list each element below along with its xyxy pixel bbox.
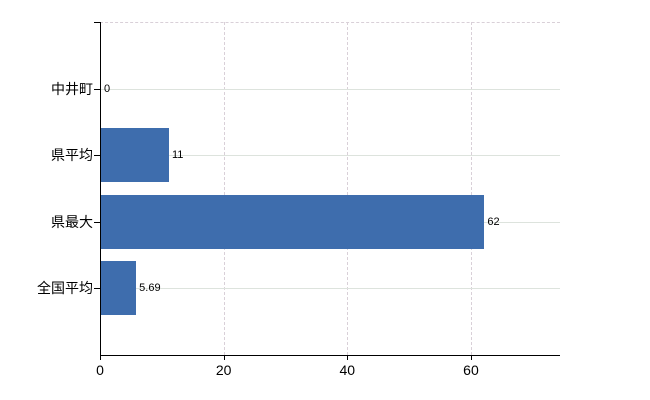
y-axis-tick [94, 221, 100, 223]
bar-value-label: 62 [487, 215, 500, 228]
bar-value-label: 5.69 [139, 282, 161, 295]
y-axis-tick [94, 288, 100, 290]
category-label: 全国平均 [37, 280, 93, 297]
x-tick-label: 60 [463, 362, 479, 378]
category-label: 中井町 [51, 80, 93, 97]
x-axis-tick [470, 355, 472, 360]
bar-value-label: 0 [104, 82, 111, 95]
plot-top-border [100, 22, 560, 23]
gridline-vertical [470, 22, 472, 355]
gridline-vertical [223, 22, 225, 355]
x-tick-label: 40 [339, 362, 356, 378]
gridline-horizontal [100, 88, 560, 90]
category-label: 県最大 [51, 213, 93, 230]
gridline-horizontal [100, 288, 560, 290]
y-axis-top-tick [94, 22, 100, 23]
bar-value-label: 11 [172, 149, 184, 162]
y-axis-tick [94, 88, 100, 90]
y-axis-tick [94, 155, 100, 157]
x-tick-label: 20 [215, 362, 232, 378]
gridline-vertical [347, 22, 349, 355]
x-axis [100, 355, 560, 356]
x-tick-label: 0 [96, 362, 104, 378]
x-axis-tick [347, 355, 349, 360]
bar [101, 194, 485, 249]
bar [101, 261, 137, 316]
bar [101, 128, 169, 183]
category-label: 県平均 [51, 147, 93, 164]
y-axis [100, 22, 101, 359]
x-axis-tick [223, 355, 225, 360]
gridline-horizontal [100, 155, 560, 157]
